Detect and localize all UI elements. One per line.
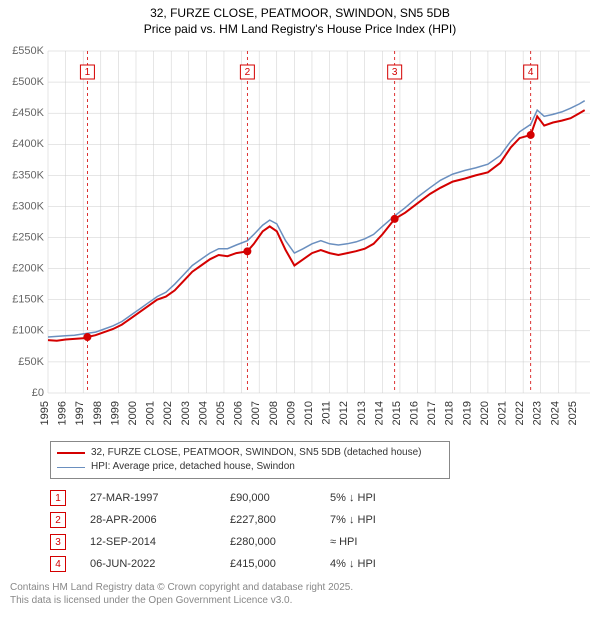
y-tick-label: £450K [12, 107, 44, 119]
sales-idx-box: 1 [50, 490, 66, 506]
sales-date: 06-JUN-2022 [90, 558, 230, 570]
x-tick-label: 2016 [409, 401, 421, 425]
y-tick-label: £250K [12, 232, 44, 244]
x-tick-label: 2021 [497, 401, 509, 425]
sales-delta: ≈ HPI [330, 536, 450, 548]
chart-area: £0 £50K £100K £150K £200K £250K £300K £350K £400… [0, 37, 600, 437]
x-tick-label: 2018 [444, 401, 456, 425]
y-tick-label: £550K [12, 45, 44, 57]
y-tick-label: £350K [12, 169, 44, 181]
x-tick-label: 2006 [233, 401, 245, 425]
x-tick-label: 2020 [479, 401, 491, 425]
sales-date: 28-APR-2006 [90, 514, 230, 526]
sales-row: 1 27-MAR-1997£90,0005% ↓ HPI [50, 487, 600, 509]
y-tick-label: £100K [12, 325, 44, 337]
legend-label-a: 32, FURZE CLOSE, PEATMOOR, SWINDON, SN5 … [91, 446, 421, 460]
x-tick-label: 2011 [321, 401, 333, 425]
x-tick-label: 2007 [250, 401, 262, 425]
legend-swatch-b [57, 467, 85, 468]
x-tick-label: 2019 [461, 401, 473, 425]
x-tick-label: 2005 [215, 401, 227, 425]
sales-price: £280,000 [230, 536, 330, 548]
page-root: 32, FURZE CLOSE, PEATMOOR, SWINDON, SN5 … [0, 0, 600, 620]
sale-marker-label: 1 [85, 67, 91, 78]
sale-marker-label: 2 [245, 67, 251, 78]
x-tick-label: 2013 [356, 401, 368, 425]
chart-title-line1: 32, FURZE CLOSE, PEATMOOR, SWINDON, SN5 … [0, 6, 600, 22]
y-tick-label: £50K [18, 356, 44, 368]
series-hpi-line [48, 101, 585, 337]
legend: 32, FURZE CLOSE, PEATMOOR, SWINDON, SN5 … [50, 441, 450, 479]
x-tick-label: 2017 [426, 401, 438, 425]
sale-dot [527, 131, 535, 139]
sales-idx-box: 2 [50, 512, 66, 528]
legend-row-series-a: 32, FURZE CLOSE, PEATMOOR, SWINDON, SN5 … [57, 446, 443, 460]
x-tick-label: 2014 [373, 401, 385, 425]
x-tick-label: 2001 [145, 401, 157, 425]
sales-delta: 7% ↓ HPI [330, 514, 450, 526]
x-tick-label: 2010 [303, 401, 315, 425]
sales-date: 27-MAR-1997 [90, 492, 230, 504]
x-tick-label: 2022 [514, 401, 526, 425]
x-tick-label: 1998 [92, 401, 104, 425]
footer-line2: This data is licensed under the Open Gov… [10, 594, 600, 607]
x-tick-label: 1996 [57, 401, 69, 425]
legend-label-b: HPI: Average price, detached house, Swin… [91, 460, 295, 474]
sales-table: 127-MAR-1997£90,0005% ↓ HPI228-APR-2006£… [50, 487, 600, 575]
x-tick-label: 2012 [338, 401, 350, 425]
y-tick-label: £0 [32, 387, 44, 399]
sales-price: £415,000 [230, 558, 330, 570]
x-tick-label: 2004 [197, 401, 209, 425]
footer-line1: Contains HM Land Registry data © Crown c… [10, 581, 600, 594]
y-tick-label: £400K [12, 138, 44, 150]
sales-idx-box: 4 [50, 556, 66, 572]
sales-price: £227,800 [230, 514, 330, 526]
sales-delta: 4% ↓ HPI [330, 558, 450, 570]
sale-marker-label: 4 [528, 67, 534, 78]
x-tick-label: 2002 [162, 401, 174, 425]
chart-title-line2: Price paid vs. HM Land Registry's House … [0, 22, 600, 38]
sales-row: 4 06-JUN-2022£415,0004% ↓ HPI [50, 553, 600, 575]
x-tick-label: 1995 [39, 401, 51, 425]
series-property-line [48, 110, 585, 341]
y-tick-label: £150K [12, 294, 44, 306]
legend-swatch-a [57, 452, 85, 454]
y-tick-label: £500K [12, 76, 44, 88]
x-tick-label: 2009 [285, 401, 297, 425]
x-tick-label: 1999 [109, 401, 121, 425]
x-tick-label: 2024 [549, 401, 561, 425]
sale-dot [391, 215, 399, 223]
chart-svg: £0 £50K £100K £150K £200K £250K £300K £350K £400… [0, 37, 600, 437]
sale-marker-label: 3 [392, 67, 398, 78]
x-tick-label: 1997 [74, 401, 86, 425]
y-tick-label: £300K [12, 201, 44, 213]
legend-row-series-b: HPI: Average price, detached house, Swin… [57, 460, 443, 474]
sales-row: 3 12-SEP-2014£280,000≈ HPI [50, 531, 600, 553]
x-tick-label: 2025 [567, 401, 579, 425]
sales-delta: 5% ↓ HPI [330, 492, 450, 504]
sale-dot [243, 248, 251, 256]
sales-row: 2 28-APR-2006£227,8007% ↓ HPI [50, 509, 600, 531]
x-tick-label: 2015 [391, 401, 403, 425]
sale-dot [83, 333, 91, 341]
x-tick-label: 2003 [180, 401, 192, 425]
x-tick-label: 2008 [268, 401, 280, 425]
sales-idx-box: 3 [50, 534, 66, 550]
sales-date: 12-SEP-2014 [90, 536, 230, 548]
y-tick-label: £200K [12, 263, 44, 275]
sales-price: £90,000 [230, 492, 330, 504]
x-tick-label: 2000 [127, 401, 139, 425]
x-tick-label: 2023 [532, 401, 544, 425]
footer: Contains HM Land Registry data © Crown c… [10, 581, 600, 607]
